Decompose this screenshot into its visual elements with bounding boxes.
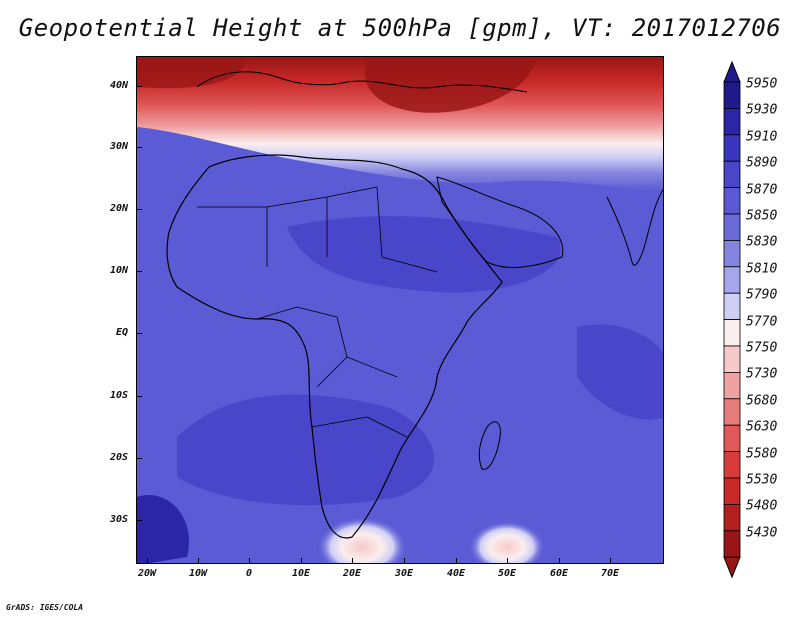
field-dark-south — [177, 394, 435, 506]
colorbar-swatch — [723, 451, 741, 479]
africa-coastline — [166, 154, 503, 539]
colorbar-swatch — [723, 371, 741, 400]
field-south-trough-1 — [317, 517, 407, 563]
colorbar-scale — [723, 60, 741, 579]
colorbar-swatch — [723, 503, 741, 532]
lon-tick — [507, 558, 508, 564]
lat-tick — [136, 271, 142, 272]
lat-label: 10N — [109, 265, 128, 276]
field-darkest-sw — [137, 495, 189, 563]
lon-tick — [559, 558, 560, 564]
lon-tick — [352, 558, 353, 564]
lat-label: EQ — [115, 327, 128, 338]
lat-label: 40N — [109, 80, 128, 91]
colorbar-level-label: 5930 — [746, 102, 778, 118]
colorbar-swatch — [723, 424, 741, 453]
lat-tick — [136, 86, 142, 87]
field-north-low-core — [364, 57, 537, 113]
colorbar-swatch — [723, 530, 741, 558]
colorbar-level-label: 5730 — [746, 366, 778, 382]
lon-label: 30E — [394, 568, 414, 579]
lon-tick — [610, 558, 611, 564]
colorbar-swatch — [723, 477, 741, 505]
europe-coastline — [196, 71, 528, 93]
colorbar-swatch — [723, 213, 741, 241]
field-west-low-core — [137, 57, 247, 89]
colorbar-level-label: 5890 — [746, 155, 778, 171]
chart-title: Geopotential Height at 500hPa [gpm], VT:… — [18, 14, 782, 42]
colorbar-level-label: 5790 — [746, 287, 778, 303]
colorbar-swatch — [723, 239, 741, 268]
lon-tick — [456, 558, 457, 564]
lon-label: 40E — [446, 568, 466, 579]
lon-tick — [301, 558, 302, 564]
lon-label: 50E — [497, 568, 517, 579]
colorbar-level-label: 5810 — [746, 261, 778, 277]
colorbar-swatch — [723, 160, 741, 188]
colorbar-level-label: 5480 — [746, 498, 778, 514]
colorbar-top-arrow — [723, 60, 741, 83]
colorbar-bottom-arrow — [723, 556, 741, 579]
madagascar-coastline — [478, 421, 501, 470]
lat-tick — [136, 520, 142, 521]
field-south-trough-2 — [469, 521, 545, 563]
map-plot-area — [136, 56, 664, 564]
colorbar-swatch — [723, 266, 741, 294]
lat-tick — [136, 147, 142, 148]
grads-credit: GrADS: IGES/COLA — [6, 603, 84, 612]
colorbar-swatch — [723, 108, 741, 136]
colorbar-swatch — [723, 81, 741, 109]
field-north-ridge — [137, 57, 663, 192]
colorbar-swatch — [723, 398, 741, 426]
colorbar-level-label: 5870 — [746, 182, 778, 198]
lat-tick — [136, 209, 142, 210]
colorbar-level-label: 5950 — [746, 76, 778, 92]
height-field-map — [137, 57, 663, 563]
colorbar-level-label: 5630 — [746, 419, 778, 435]
lon-label: 60E — [549, 568, 569, 579]
lat-label: 20N — [109, 203, 128, 214]
colorbar-swatch — [723, 292, 741, 320]
lat-label: 30S — [109, 514, 128, 525]
field-dark-central — [287, 216, 561, 293]
lon-label: 20W — [137, 568, 157, 579]
lon-label: 20E — [342, 568, 362, 579]
colorbar-level-label: 5770 — [746, 314, 778, 330]
colorbar-level-label: 5530 — [746, 472, 778, 488]
lat-tick — [136, 458, 142, 459]
colorbar-swatch — [723, 345, 741, 373]
lon-tick — [249, 558, 250, 564]
lon-label: 10E — [291, 568, 311, 579]
lat-tick — [136, 396, 142, 397]
colorbar-level-label: 5850 — [746, 208, 778, 224]
colorbar-level-label: 5830 — [746, 234, 778, 250]
colorbar-level-label: 5750 — [746, 340, 778, 356]
lon-label: 70E — [600, 568, 620, 579]
lon-label: 0 — [245, 568, 253, 579]
lon-tick — [198, 558, 199, 564]
country-borders — [197, 186, 438, 438]
lat-label: 10S — [109, 390, 128, 401]
lat-label: 30N — [109, 141, 128, 152]
colorbar-swatch — [723, 187, 741, 215]
colorbar-swatch — [723, 134, 741, 162]
lon-tick — [147, 558, 148, 564]
field-dark-indian — [577, 324, 663, 420]
colorbar-level-label: 5680 — [746, 393, 778, 409]
colorbar-level-label: 5430 — [746, 525, 778, 541]
colorbar-level-label: 5580 — [746, 446, 778, 462]
lon-tick — [404, 558, 405, 564]
colorbar-level-label: 5910 — [746, 129, 778, 145]
lat-tick — [136, 333, 142, 334]
india-coastline — [606, 189, 663, 266]
lon-label: 10W — [188, 568, 208, 579]
arabia-coastline — [436, 176, 564, 268]
colorbar-swatch — [723, 319, 741, 347]
lat-label: 20S — [109, 452, 128, 463]
